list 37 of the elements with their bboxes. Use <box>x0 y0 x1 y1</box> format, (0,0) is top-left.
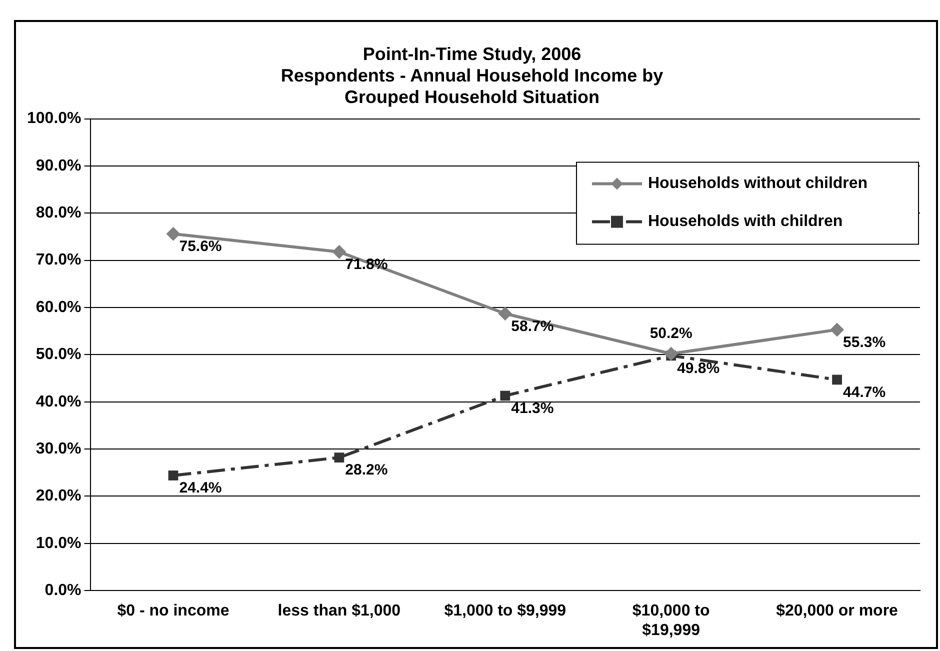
point <box>498 306 512 321</box>
data-label: 55.3% <box>843 334 886 351</box>
y-tick-label: 60.0% <box>36 298 82 316</box>
y-tick-label: 0.0% <box>44 582 82 600</box>
x-tick-label: less than $1,000 <box>278 602 401 620</box>
point <box>500 390 510 401</box>
data-label: 44.7% <box>843 384 886 401</box>
data-label: 28.2% <box>345 462 388 479</box>
data-label: 58.7% <box>511 318 554 335</box>
x-tick-label: $1,000 to $9,999 <box>444 602 566 620</box>
y-tick-label: 80.0% <box>36 204 82 222</box>
y-tick-label: 20.0% <box>36 488 82 505</box>
y-tick-label: 100.0% <box>27 110 82 128</box>
point <box>168 470 178 480</box>
y-tick-label: 70.0% <box>36 252 82 269</box>
data-label: 49.8% <box>677 360 720 377</box>
point <box>166 226 180 241</box>
point <box>334 452 344 462</box>
point <box>832 374 842 385</box>
chart-title: Point-In-Time Study, 2006 Respondents - Annual Household Income by Grouped Household Situation <box>280 44 664 107</box>
y-tick-label: 10.0% <box>36 534 82 552</box>
data-label: 24.4% <box>179 480 222 497</box>
y-tick-label: 30.0% <box>36 440 82 458</box>
legend-label: Households without children <box>648 175 868 192</box>
point <box>664 346 678 361</box>
y-tick-label: 50.0% <box>36 346 82 364</box>
legend-label: Households with children <box>648 213 843 230</box>
point <box>830 322 844 337</box>
point <box>332 244 346 259</box>
x-tick-label: $20,000 or more <box>776 602 898 620</box>
data-label: 41.3% <box>511 400 554 417</box>
y-tick-label: 40.0% <box>36 393 82 410</box>
x-tick-label: $10,000 to $19,999 <box>632 602 710 639</box>
data-label: 50.2% <box>650 324 692 342</box>
data-label: 75.6% <box>179 238 222 256</box>
y-tick-label: 90.0% <box>36 157 82 174</box>
x-tick-label: $0 - no income <box>117 602 230 620</box>
